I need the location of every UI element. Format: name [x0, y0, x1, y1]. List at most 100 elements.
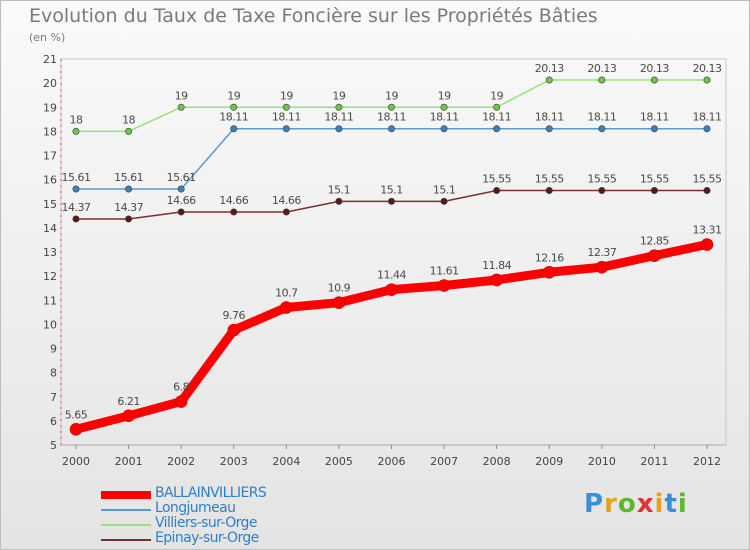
- legend-item: Longjumeau: [101, 500, 361, 517]
- data-label: 12.85: [640, 235, 669, 248]
- data-point: [703, 76, 711, 84]
- logo-letter: x: [636, 489, 655, 519]
- data-label: 5.65: [65, 408, 88, 421]
- data-label: 15.55: [587, 172, 616, 185]
- data-label: 20.13: [587, 62, 616, 75]
- data-label: 20.13: [535, 62, 564, 75]
- data-label: 15.1: [328, 183, 351, 196]
- data-point: [493, 125, 501, 133]
- data-point: [385, 283, 398, 296]
- chart-subtitle: (en %): [29, 31, 66, 44]
- data-point: [335, 103, 343, 111]
- legend-label: Longjumeau: [155, 500, 236, 516]
- data-label: 9.76: [223, 309, 246, 322]
- data-label: 11.61: [430, 265, 459, 278]
- y-tick-label: 17: [43, 150, 57, 163]
- x-tick-label: 2012: [693, 455, 721, 468]
- data-label: 18.11: [219, 111, 248, 124]
- data-label: 15.1: [433, 183, 456, 196]
- data-point: [440, 125, 448, 133]
- legend-swatch: [101, 491, 151, 499]
- data-label: 6.8: [173, 381, 189, 394]
- data-label: 18.11: [587, 111, 616, 124]
- data-point: [230, 125, 238, 133]
- series-ballainvilliers: 5.65 6.21 6.8 9.76 10.7 10.9 11.44 11.61 11.84 12…: [65, 224, 722, 436]
- data-label: 20.13: [640, 62, 669, 75]
- proxiti-logo: Proxiti: [584, 489, 688, 519]
- data-label: 15.55: [535, 172, 564, 185]
- y-tick-label: 5: [50, 439, 57, 452]
- data-point: [387, 103, 395, 111]
- y-tick-label: 12: [43, 270, 57, 283]
- x-tick-label: 2003: [220, 455, 248, 468]
- data-label: 12.16: [535, 251, 564, 264]
- y-tick-label: 6: [50, 415, 57, 428]
- data-label: 18.11: [482, 111, 511, 124]
- data-label: 15.55: [482, 172, 511, 185]
- data-point: [230, 103, 238, 111]
- chart-title: Evolution du Taux de Taxe Foncière sur l…: [29, 5, 598, 27]
- data-label: 20.13: [693, 62, 722, 75]
- data-point: [335, 125, 343, 133]
- data-point: [598, 125, 606, 133]
- data-label: 12.37: [587, 246, 616, 259]
- y-tick-label: 21: [43, 53, 57, 66]
- x-tick-label: 2005: [325, 455, 353, 468]
- y-tick-label: 20: [43, 77, 57, 90]
- data-label: 15.61: [114, 171, 143, 184]
- data-label: 14.66: [167, 194, 196, 207]
- data-label: 15.55: [640, 172, 669, 185]
- legend-swatch: [101, 524, 151, 526]
- y-tick-label: 7: [50, 391, 57, 404]
- data-point: [174, 395, 188, 408]
- y-tick-label: 14: [43, 222, 57, 235]
- x-tick-label: 2000: [62, 455, 90, 468]
- data-point: [282, 125, 290, 133]
- x-tick-label: 2001: [115, 455, 143, 468]
- y-tick-label: 19: [43, 101, 57, 114]
- y-tick-label: 8: [50, 367, 57, 380]
- logo-letter: o: [617, 489, 637, 519]
- y-tick-label: 15: [43, 198, 57, 211]
- data-label: 18.11: [430, 111, 459, 124]
- data-point: [335, 197, 343, 205]
- data-point: [282, 208, 290, 216]
- data-point: [125, 185, 133, 193]
- data-point: [177, 185, 185, 193]
- data-point: [387, 197, 395, 205]
- data-point: [69, 423, 83, 436]
- data-label: 6.21: [117, 395, 140, 408]
- data-point: [122, 409, 135, 423]
- data-point: [72, 185, 80, 193]
- data-label: 18: [70, 113, 83, 126]
- data-point: [177, 208, 185, 216]
- legend: BALLAINVILLIERS Longjumeau Villiers-sur-Or…: [101, 485, 361, 547]
- series-villiers-sur-orge: 18 18 19 19 19 19 19 19 19 20.13 20.13 20.13 20.13: [70, 62, 722, 135]
- data-label: 19: [438, 89, 451, 102]
- data-label: 14.66: [272, 194, 301, 207]
- data-point: [598, 186, 606, 194]
- legend-label: BALLAINVILLIERS: [155, 485, 267, 501]
- data-point: [545, 125, 553, 133]
- logo-letter: t: [664, 489, 678, 519]
- data-point: [125, 127, 133, 135]
- legend-swatch: [101, 539, 151, 541]
- data-label: 18.11: [535, 111, 564, 124]
- data-label: 19: [490, 89, 503, 102]
- axes: 5 6 7 8 9 10 11 12 13 14 15 16 17 18 19 20 21 2000 2001 200…: [43, 53, 727, 468]
- data-label: 15.61: [62, 171, 91, 184]
- data-label: 18.11: [640, 111, 669, 124]
- data-point: [387, 125, 395, 133]
- data-label: 18.11: [377, 111, 406, 124]
- y-tick-label: 11: [43, 294, 57, 307]
- data-label: 18.11: [324, 111, 353, 124]
- data-point: [650, 125, 658, 133]
- data-label: 15.1: [380, 183, 403, 196]
- data-point: [703, 125, 711, 133]
- x-tick-label: 2011: [640, 455, 668, 468]
- data-point: [72, 127, 80, 135]
- data-point: [437, 279, 451, 292]
- logo-letter: P: [584, 489, 605, 519]
- y-tick-label: 9: [50, 343, 57, 356]
